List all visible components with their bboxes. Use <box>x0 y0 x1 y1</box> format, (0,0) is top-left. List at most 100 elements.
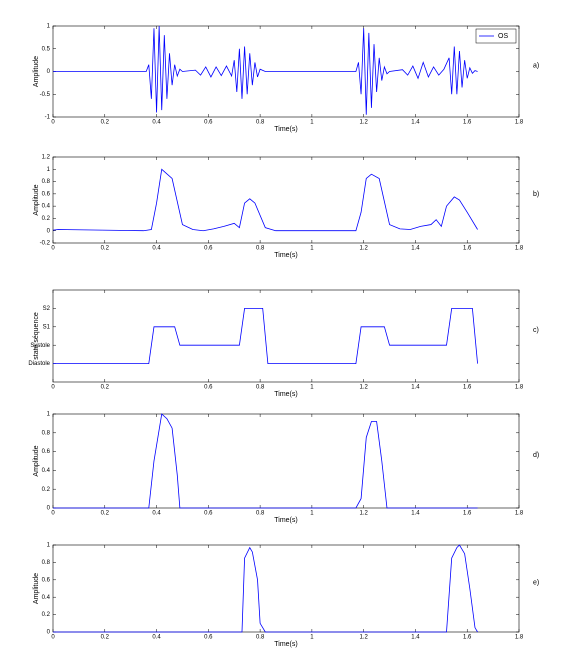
y-tick-label: -0.5 <box>40 92 51 98</box>
x-axis-label: Time(s) <box>274 126 297 133</box>
x-tick-label: 0.4 <box>152 120 161 126</box>
x-tick-label: 1.4 <box>411 635 420 641</box>
panel-label: a) <box>533 62 539 69</box>
y-tick-label: 1.2 <box>42 155 51 161</box>
legend-box <box>475 28 517 44</box>
x-tick-label: 0.6 <box>204 246 213 252</box>
y-tick-label: Systole <box>30 343 50 349</box>
subplot: 0 0.2 0.6 0.8 1 1.2 1.4 1.6 1.8 Diastole Systole S1… <box>28 289 539 398</box>
x-tick-label: 1.6 <box>463 511 472 517</box>
y-tick-label: 0 <box>47 228 51 234</box>
axes-box <box>52 413 520 509</box>
y-axis-label: Amplitude <box>33 184 40 215</box>
x-tick-label: 0.8 <box>256 120 265 126</box>
subplot: 0 0.2 0.4 0.6 0.8 1 1.2 1.4 1.6 1.8 0 0.2 0.4 0.6 0.8 1… <box>33 543 539 648</box>
x-tick-label: 1.2 <box>359 246 368 252</box>
x-tick-label: 1 <box>310 246 314 252</box>
y-tick-label: 0.4 <box>42 468 51 474</box>
x-tick-label: 0.8 <box>256 385 265 391</box>
x-tick-label: 0 <box>51 120 55 126</box>
axes-box <box>52 289 520 383</box>
x-tick-label: 1.2 <box>359 385 368 391</box>
x-tick-label: 1.4 <box>411 385 420 391</box>
x-tick-label: 0.4 <box>152 246 161 252</box>
y-tick-label: 0.6 <box>42 191 51 197</box>
x-axis-label: Time(s) <box>274 517 297 524</box>
data-line <box>53 25 478 115</box>
y-tick-label: -0.2 <box>40 241 51 247</box>
x-tick-label: 1 <box>310 120 314 126</box>
x-tick-label: 0.6 <box>204 385 213 391</box>
subplot: 0 0.2 0.4 0.6 0.8 1 1.2 1.4 1.6 1.8 -1 -0.5 0 0.5 1 Tim… <box>33 24 539 133</box>
y-tick-label: 0.4 <box>42 204 51 210</box>
x-tick-label: 1.6 <box>463 120 472 126</box>
y-tick-label: Diastole <box>28 361 50 367</box>
y-tick-label: 0.2 <box>42 487 51 493</box>
y-tick-label: -1 <box>45 115 51 121</box>
y-tick-label: 0 <box>47 69 51 75</box>
x-tick-label: 1 <box>310 385 314 391</box>
panel-label: b) <box>533 191 539 198</box>
x-tick-label: 1.8 <box>515 246 524 252</box>
x-tick-label: 1.2 <box>359 120 368 126</box>
x-tick-label: 1.4 <box>411 511 420 517</box>
data-line <box>53 308 478 364</box>
subplot: 0 0.2 0.4 0.6 0.8 1 1.2 1.4 1.6 1.8 0 0.2 0.4 0.6 0.8 1… <box>33 412 539 524</box>
legend-label: OS <box>498 33 508 40</box>
y-axis-label: Amplitude <box>33 56 40 87</box>
y-axis-label: Amplitude <box>33 445 40 476</box>
x-tick-label: 0.2 <box>101 635 110 641</box>
x-tick-label: 1.8 <box>515 120 524 126</box>
x-tick-label: 0.6 <box>204 511 213 517</box>
x-tick-label: 1.8 <box>515 385 524 391</box>
y-tick-label: 0.5 <box>42 46 51 52</box>
y-axis-label: Amplitude <box>33 573 40 604</box>
x-tick-label: 1 <box>310 635 314 641</box>
data-line <box>53 544 478 633</box>
y-tick-label: 0.2 <box>42 216 51 222</box>
x-tick-label: 0 <box>51 246 55 252</box>
x-axis-label: Time(s) <box>274 391 297 398</box>
x-tick-label: 0.2 <box>101 385 110 391</box>
x-tick-label: 0.2 <box>101 120 110 126</box>
y-tick-label: 1 <box>47 24 51 30</box>
x-tick-label: 1.8 <box>515 511 524 517</box>
x-tick-label: 0 <box>51 635 55 641</box>
y-tick-label: S2 <box>43 306 51 312</box>
data-line <box>53 413 478 509</box>
y-tick-label: 0 <box>47 630 51 636</box>
x-tick-label: 1.4 <box>411 120 420 126</box>
x-tick-label: 0.2 <box>101 511 110 517</box>
x-tick-label: 0.6 <box>204 120 213 126</box>
y-axis-label: state séquence <box>33 312 40 360</box>
y-tick-label: 0.2 <box>42 612 51 618</box>
x-tick-label: 1.6 <box>463 635 472 641</box>
x-tick-label: 0.8 <box>256 635 265 641</box>
x-tick-label: 1.4 <box>411 246 420 252</box>
y-tick-label: 1 <box>47 412 51 418</box>
x-tick-label: 0 <box>51 385 55 391</box>
y-tick-label: 0.8 <box>42 179 51 185</box>
x-tick-label: 0.8 <box>256 246 265 252</box>
y-tick-label: S1 <box>43 324 51 330</box>
x-tick-label: 1.2 <box>359 635 368 641</box>
y-tick-label: 1 <box>47 543 51 549</box>
x-tick-label: 0.6 <box>204 635 213 641</box>
x-tick-label: 0.4 <box>152 635 161 641</box>
y-tick-label: 0.6 <box>42 577 51 583</box>
axes-box <box>52 544 520 633</box>
x-tick-label: 0.4 <box>152 511 161 517</box>
y-tick-label: 0 <box>47 506 51 512</box>
panel-label: d) <box>533 452 539 459</box>
axes-box <box>52 156 520 244</box>
x-axis-label: Time(s) <box>274 641 297 648</box>
y-tick-label: 0.4 <box>42 595 51 601</box>
x-tick-label: 1.6 <box>463 246 472 252</box>
panel-label: c) <box>533 327 539 334</box>
panel-label: e) <box>533 579 539 586</box>
y-tick-label: 0.6 <box>42 449 51 455</box>
x-tick-label: 1 <box>310 511 314 517</box>
x-tick-label: 0.8 <box>256 511 265 517</box>
data-line <box>52 168 478 232</box>
